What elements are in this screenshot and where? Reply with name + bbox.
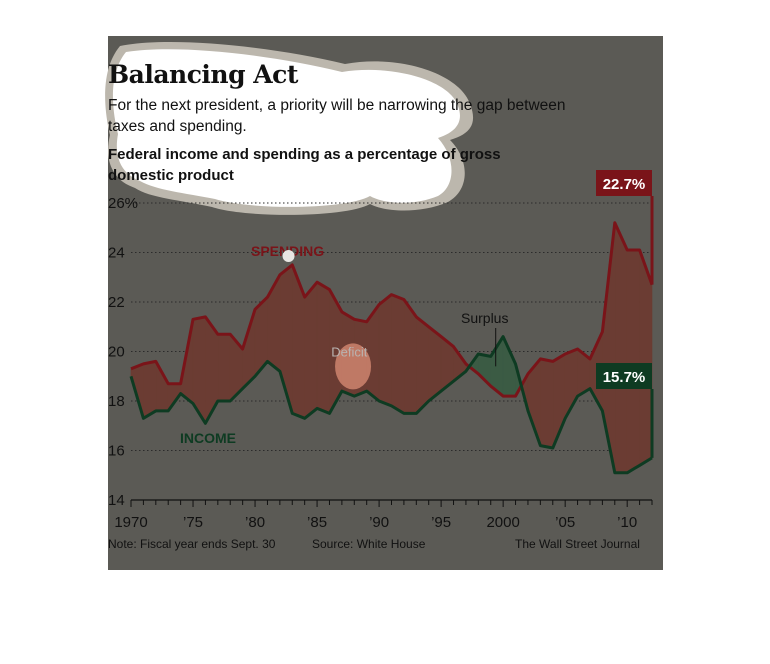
footer-note: Note: Fiscal year ends Sept. 30 [108, 537, 276, 551]
spending-line [130, 221, 654, 398]
deficit-area-1983-0 [292, 264, 305, 419]
x-tick-label-1975: ’75 [183, 514, 203, 531]
x-tick-label-1980: ’80 [245, 514, 265, 531]
deficit-area-1981-0 [267, 273, 281, 372]
annotations: SPENDINGINCOMEDeficitSurplus22.7%15.7% [180, 170, 654, 458]
deficit-area-2003-0 [540, 358, 554, 449]
spending-end-value: 22.7% [603, 176, 646, 193]
deficit-area-1971-0 [143, 361, 157, 419]
deficit-area-1991-0 [391, 294, 405, 414]
x-tick-label-2005: ’05 [555, 514, 575, 531]
x-tick-label-1985: ’85 [307, 514, 327, 531]
y-tick-label-26: 26% [108, 195, 138, 212]
x-tick-label-1995: ’95 [431, 514, 451, 531]
income-end-value-group: 15.7% [596, 363, 652, 389]
deficit-area-1993-0 [416, 316, 429, 415]
y-tick-label-24: 24 [108, 245, 125, 262]
x-tick-label-1970: 1970 [114, 514, 147, 531]
axes: 14 16 18 20 22 24 26% 1970 ’75 ’80 ’85 ’90 ’95 2000 ’0… [108, 195, 653, 531]
spending-end-value-box [596, 170, 652, 196]
footer-source: Source: White House [312, 537, 426, 551]
footer-credit: The Wall Street Journal [515, 537, 640, 551]
y-tick-label-18: 18 [108, 393, 125, 410]
x-tick-label-1990: ’90 [369, 514, 389, 531]
chart-title-heading: Balancing Act [108, 60, 298, 89]
chart-description: Federal income and spending as a percent… [108, 146, 501, 184]
income-line [129, 335, 653, 475]
y-tick-label-16: 16 [108, 443, 125, 460]
deficit-marker [335, 343, 372, 390]
income-end-value: 15.7% [603, 369, 646, 386]
deficit-area-2009-0 [614, 222, 628, 474]
income-end-value-box [596, 363, 652, 389]
spending-end-value-group: 22.7% [596, 170, 652, 196]
deficit-area-1984-0 [304, 281, 318, 419]
spending-label-dot [282, 250, 295, 262]
deficit-area-2010-0 [626, 249, 640, 474]
x-tick-label-2000: 2000 [486, 514, 519, 531]
surplus-area-2000-0 [502, 336, 516, 397]
x-tick-label-2010: ’10 [617, 514, 637, 531]
series-lines [129, 221, 654, 475]
y-tick-label-22: 22 [108, 294, 125, 311]
y-tick-label-14: 14 [108, 492, 125, 509]
deficit-label: Deficit [331, 345, 368, 360]
deficit-area-1985-0 [316, 281, 330, 414]
y-tick-label-20: 20 [108, 344, 125, 361]
chart-subtitle: For the next president, a priority will … [108, 97, 566, 135]
deficit-area-1977-0 [217, 333, 231, 402]
deficit-area-1990-0 [378, 293, 392, 407]
surplus-label: Surplus [461, 310, 508, 326]
deficit-area-1972-0 [155, 360, 169, 412]
income-series-label: INCOME [180, 430, 236, 446]
deficit-area-1994-0 [428, 326, 442, 402]
